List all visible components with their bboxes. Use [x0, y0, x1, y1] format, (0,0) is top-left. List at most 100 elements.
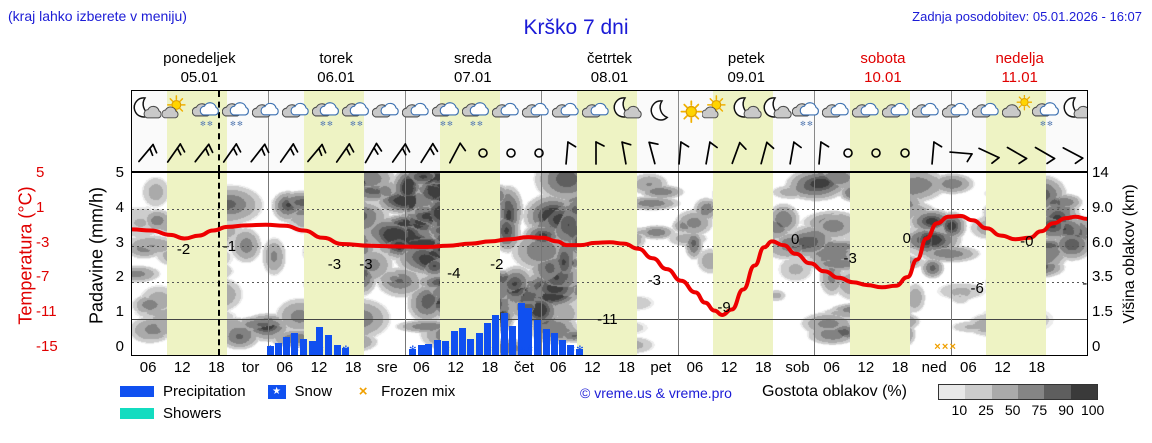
snow-marker: ✻ [433, 344, 442, 354]
temperature-label: -3 [327, 255, 342, 273]
snow-marker: ✻ [308, 344, 317, 354]
day-separator [404, 173, 406, 355]
time-tick: 06 [823, 359, 840, 376]
precipitation-bar [542, 328, 550, 355]
legend-frozen-mix-label: Frozen mix [381, 383, 456, 400]
precipitation-bar [433, 340, 441, 355]
precipitation-tick: 3 [115, 233, 124, 251]
wind-barb [160, 135, 188, 171]
copyright-link[interactable]: © vreme.us & vreme.pro [580, 385, 732, 401]
time-tick: 18 [208, 359, 225, 376]
precipitation-bar [467, 338, 475, 355]
wind-barb [132, 135, 160, 171]
wind-barb [553, 135, 581, 171]
location-hint: (kraj lahko izberete v meniju) [8, 8, 187, 24]
colorbar-tick: 100 [1080, 402, 1105, 418]
temperature-line [132, 214, 1087, 317]
day-header-1: ponedeljek 05.01 [131, 48, 268, 88]
precipitation-bar [458, 327, 466, 355]
precipitation-bar [291, 333, 299, 355]
precipitation-bar [342, 347, 350, 355]
temperature-label: 0 [790, 231, 800, 249]
wind-barb [385, 135, 413, 171]
time-tick: 18 [481, 359, 499, 376]
colorbar-step [1044, 385, 1071, 399]
temperature-label: -3 [843, 250, 857, 268]
day-separator [950, 173, 952, 355]
wind-barb [469, 135, 497, 171]
colorbar-tick: 90 [1058, 402, 1074, 418]
temperature-tick: 1 [36, 198, 45, 216]
svg-text:✻: ✻ [200, 120, 206, 128]
temperature-tick: -7 [36, 268, 50, 286]
snow-marker: ✻ [467, 344, 475, 354]
precipitation-bar [450, 331, 458, 355]
temperature-tick: -15 [36, 338, 58, 355]
precipitation-bar [266, 345, 274, 355]
cloud-sun-icon [1002, 92, 1032, 134]
temperature-value-labels: -2 -1 -3 -3 -4 -2 -11 -3 -9 0 -3 0 -6 -0 -5 [132, 173, 1087, 355]
wind-barb [975, 135, 1003, 171]
day-name: četrtek [587, 50, 633, 67]
current-time-marker-top [217, 91, 220, 171]
precipitation-tick: 2 [115, 268, 124, 286]
snow-marker: ✻ [450, 344, 459, 354]
precipitation-bar [442, 341, 450, 355]
day-separator [677, 91, 679, 171]
wind-barb [694, 135, 722, 171]
snow-marker: ✻ [525, 344, 533, 354]
frozen-mix-icon: × [358, 383, 368, 400]
wind-barb [806, 135, 834, 171]
svg-text:✻: ✻ [470, 120, 476, 128]
temperature-axis-title: Temperatura (°C) [15, 186, 36, 325]
day-date: 07.01 [454, 69, 492, 86]
plot-gridlines [132, 173, 1087, 355]
svg-text:✻: ✻ [230, 120, 236, 128]
temperature-tick: -11 [36, 303, 57, 321]
svg-text:✻: ✻ [320, 120, 326, 128]
colorbar-step [965, 385, 992, 399]
gridline-horizontal [132, 245, 1087, 247]
wind-barb [216, 135, 244, 171]
precipitation-tick: 0 [115, 338, 124, 355]
day-date: 06.01 [317, 69, 355, 86]
snow-marker: ✻ [275, 344, 283, 354]
snow-marker: ✻ [475, 344, 484, 354]
day-date: 08.01 [590, 69, 629, 86]
time-tick: 06 [276, 359, 294, 376]
day-date: 10.01 [864, 69, 902, 86]
cloud-icon [252, 92, 282, 134]
precipitation-bar [425, 344, 433, 355]
colorbar-step [1070, 385, 1097, 399]
legend-showers-label: Showers [163, 405, 222, 422]
snow-marker: ✻ [266, 344, 275, 354]
precipitation-bar [525, 307, 533, 355]
cloud-snow-icon: ✻ ✻ [342, 92, 372, 134]
precipitation-axis-title: Padavine (mm/h) [86, 186, 107, 325]
snow-marker: ✻ [517, 344, 526, 354]
cloud-icon [282, 92, 312, 134]
legend-snow: ★ Snow [267, 383, 332, 400]
cloud-height-tick: 0 [1092, 338, 1101, 355]
precipitation-bar [408, 348, 416, 355]
precipitation-bar [551, 333, 559, 355]
day-date: 11.01 [1001, 69, 1038, 86]
daylight-band [849, 173, 910, 355]
cloud-density-colorbar-ticks: 10 25 50 75 90 100 [932, 402, 1112, 420]
cloud-icon [522, 92, 552, 134]
cloud-density-colorbar [938, 384, 1098, 400]
cloud-icon [912, 92, 942, 134]
snow-marker: ✻ [492, 344, 500, 354]
time-tick: 12 [720, 359, 738, 376]
temperature-tick: -3 [36, 233, 50, 251]
time-tick: sre [376, 359, 398, 376]
snow-marker: ✻ [342, 344, 350, 354]
day-separator [950, 91, 952, 171]
daylight-band [576, 91, 637, 171]
snow-marker: ✻ [558, 344, 567, 354]
precipitation-bar [324, 334, 332, 355]
svg-text:✻: ✻ [807, 120, 813, 128]
wind-barb [582, 135, 610, 171]
wind-barb [329, 135, 357, 171]
precipitation-bar [316, 326, 324, 355]
